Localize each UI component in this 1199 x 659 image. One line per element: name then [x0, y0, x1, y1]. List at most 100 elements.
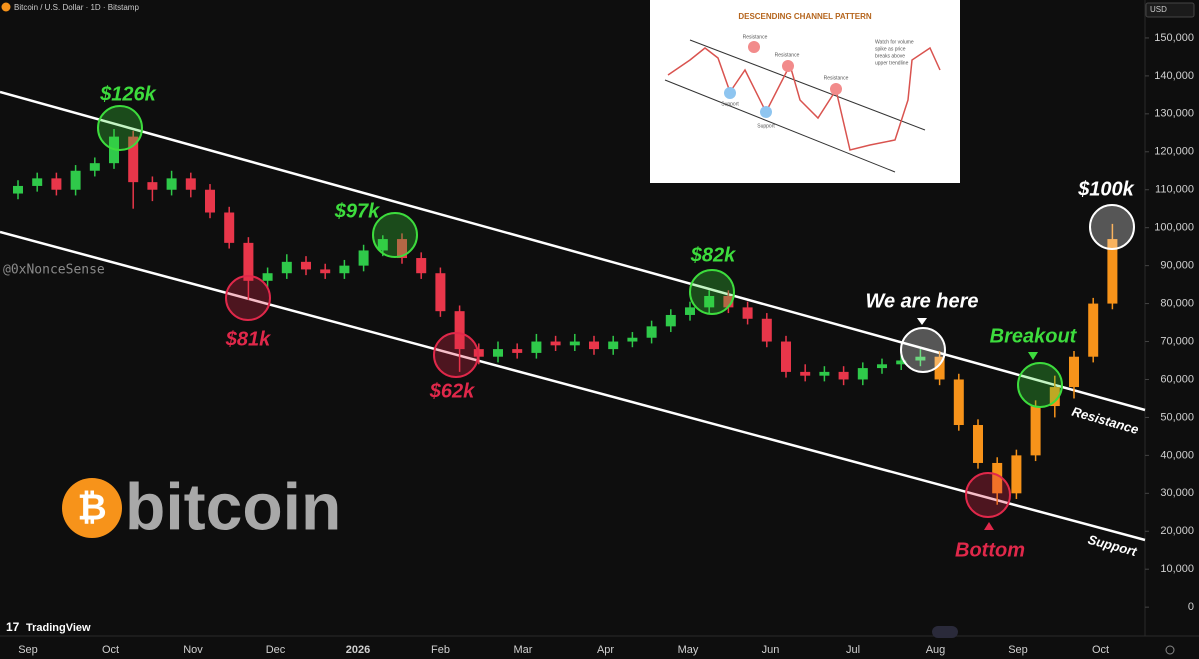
inset-background [650, 0, 960, 183]
annotation-circle [900, 327, 946, 373]
inset-line [689, 39, 926, 131]
header: Bitcoin / U.S. Dollar · 1D · Bitstamp [14, 3, 139, 12]
candle-body [185, 178, 196, 190]
flag-icon[interactable] [932, 626, 958, 638]
candle-body [320, 269, 331, 274]
candle-body [166, 178, 177, 190]
currency[interactable]: USD [1150, 5, 1167, 14]
annotation-label: $97k [334, 200, 380, 222]
inset-label: Resistance [824, 75, 849, 81]
y-tick-label: 100,000 [1154, 222, 1194, 234]
y-tick-label: 70,000 [1160, 335, 1194, 347]
x-tick-label: Mar [514, 644, 533, 656]
inset-note: spike as price [875, 46, 906, 52]
x-tick-label: Jul [846, 644, 860, 656]
annotation-circle [97, 105, 143, 151]
brand: TradingView [26, 622, 91, 634]
inset-note: breaks above [875, 53, 905, 59]
candle-body [685, 307, 695, 315]
inset-label: Support [757, 123, 775, 129]
candle-body [147, 182, 158, 190]
candle-body [32, 178, 43, 186]
candle-body [262, 273, 273, 281]
candle-body [953, 379, 964, 426]
candle-body [550, 341, 561, 346]
candle-body [397, 239, 407, 259]
y-tick-label: 130,000 [1154, 108, 1194, 120]
inset-note: Watch for volume [875, 39, 914, 45]
candle-body [454, 311, 465, 350]
inset-note: upper trendline [875, 60, 909, 66]
arrow [1028, 352, 1038, 360]
candle-body [569, 341, 580, 346]
annotation-label: $126k [99, 83, 156, 105]
y-tick-label: 80,000 [1160, 297, 1194, 309]
candle-body [608, 341, 619, 350]
x-tick-label: Sep [18, 644, 38, 656]
candle-body [358, 250, 369, 266]
arrow [917, 318, 927, 325]
candle-body [128, 136, 139, 183]
annotation-circle [1017, 362, 1063, 408]
candle-body [857, 368, 868, 380]
x-tick-label: May [678, 644, 699, 656]
x-tick-label: Oct [1092, 644, 1109, 656]
annotation-label: $81k [225, 328, 271, 350]
x-tick-label: Jun [762, 644, 780, 656]
candle-body [281, 261, 292, 274]
x-tick-label: Apr [597, 644, 614, 656]
x-tick-label: Feb [431, 644, 450, 656]
settings-icon[interactable] [1165, 645, 1175, 655]
inset-marker [724, 87, 736, 99]
annotation-label: We are here [865, 290, 978, 312]
bitcoin-logo [62, 478, 122, 538]
candle-body [377, 239, 388, 251]
candle-body [70, 170, 81, 190]
x-tick-label: Dec [266, 644, 286, 656]
bitcoin-symbol: ₿ [77, 487, 106, 528]
candle-body [493, 349, 503, 357]
inset-marker [760, 106, 772, 118]
annotation-label: $62k [429, 380, 475, 402]
x-tick-label: Oct [102, 644, 119, 656]
inset: DESCENDING CHANNEL PATTERN Resistance Resi… [650, 0, 960, 183]
y-tick-label: 50,000 [1160, 411, 1194, 423]
candle-body [704, 295, 715, 308]
annotation-circle [965, 472, 1011, 518]
annotation-label: Bottom [955, 539, 1025, 561]
currency-box[interactable] [1145, 2, 1195, 18]
support-line [0, 230, 1146, 542]
annotation-label: Breakout [990, 325, 1078, 347]
candle-body [800, 371, 811, 376]
candle-body [1107, 239, 1118, 304]
candle-body [301, 261, 311, 270]
candle-body [1011, 455, 1022, 494]
resistance-line [0, 90, 1146, 412]
candle-body [89, 163, 100, 171]
candle-body [531, 341, 542, 353]
y-tick-label: 30,000 [1160, 487, 1194, 499]
candle-body [742, 307, 753, 319]
y-tick-label: 10,000 [1160, 563, 1194, 575]
inset-label: Support [721, 101, 739, 107]
candle-body [1030, 406, 1041, 456]
inset-price [667, 46, 941, 151]
inset-title: DESCENDING CHANNEL PATTERN [738, 12, 872, 21]
annotation-circle [372, 212, 418, 258]
candle-body [435, 273, 446, 312]
candle-body [934, 356, 945, 380]
candle-body [205, 189, 215, 213]
candle-body [781, 341, 791, 372]
x-tick-label: 2026 [346, 644, 370, 656]
inset-marker [782, 60, 794, 72]
inset-line [664, 79, 896, 173]
annotation-label: $82k [690, 244, 736, 266]
candle-body [243, 242, 254, 281]
tv-icon: 17 [6, 620, 20, 634]
candle-body [665, 314, 676, 327]
annotation-circle [433, 332, 479, 378]
candle-body [1088, 303, 1099, 357]
candle-body [1049, 387, 1060, 407]
y-tick-label: 110,000 [1155, 184, 1194, 196]
annotation-circle [225, 275, 271, 321]
